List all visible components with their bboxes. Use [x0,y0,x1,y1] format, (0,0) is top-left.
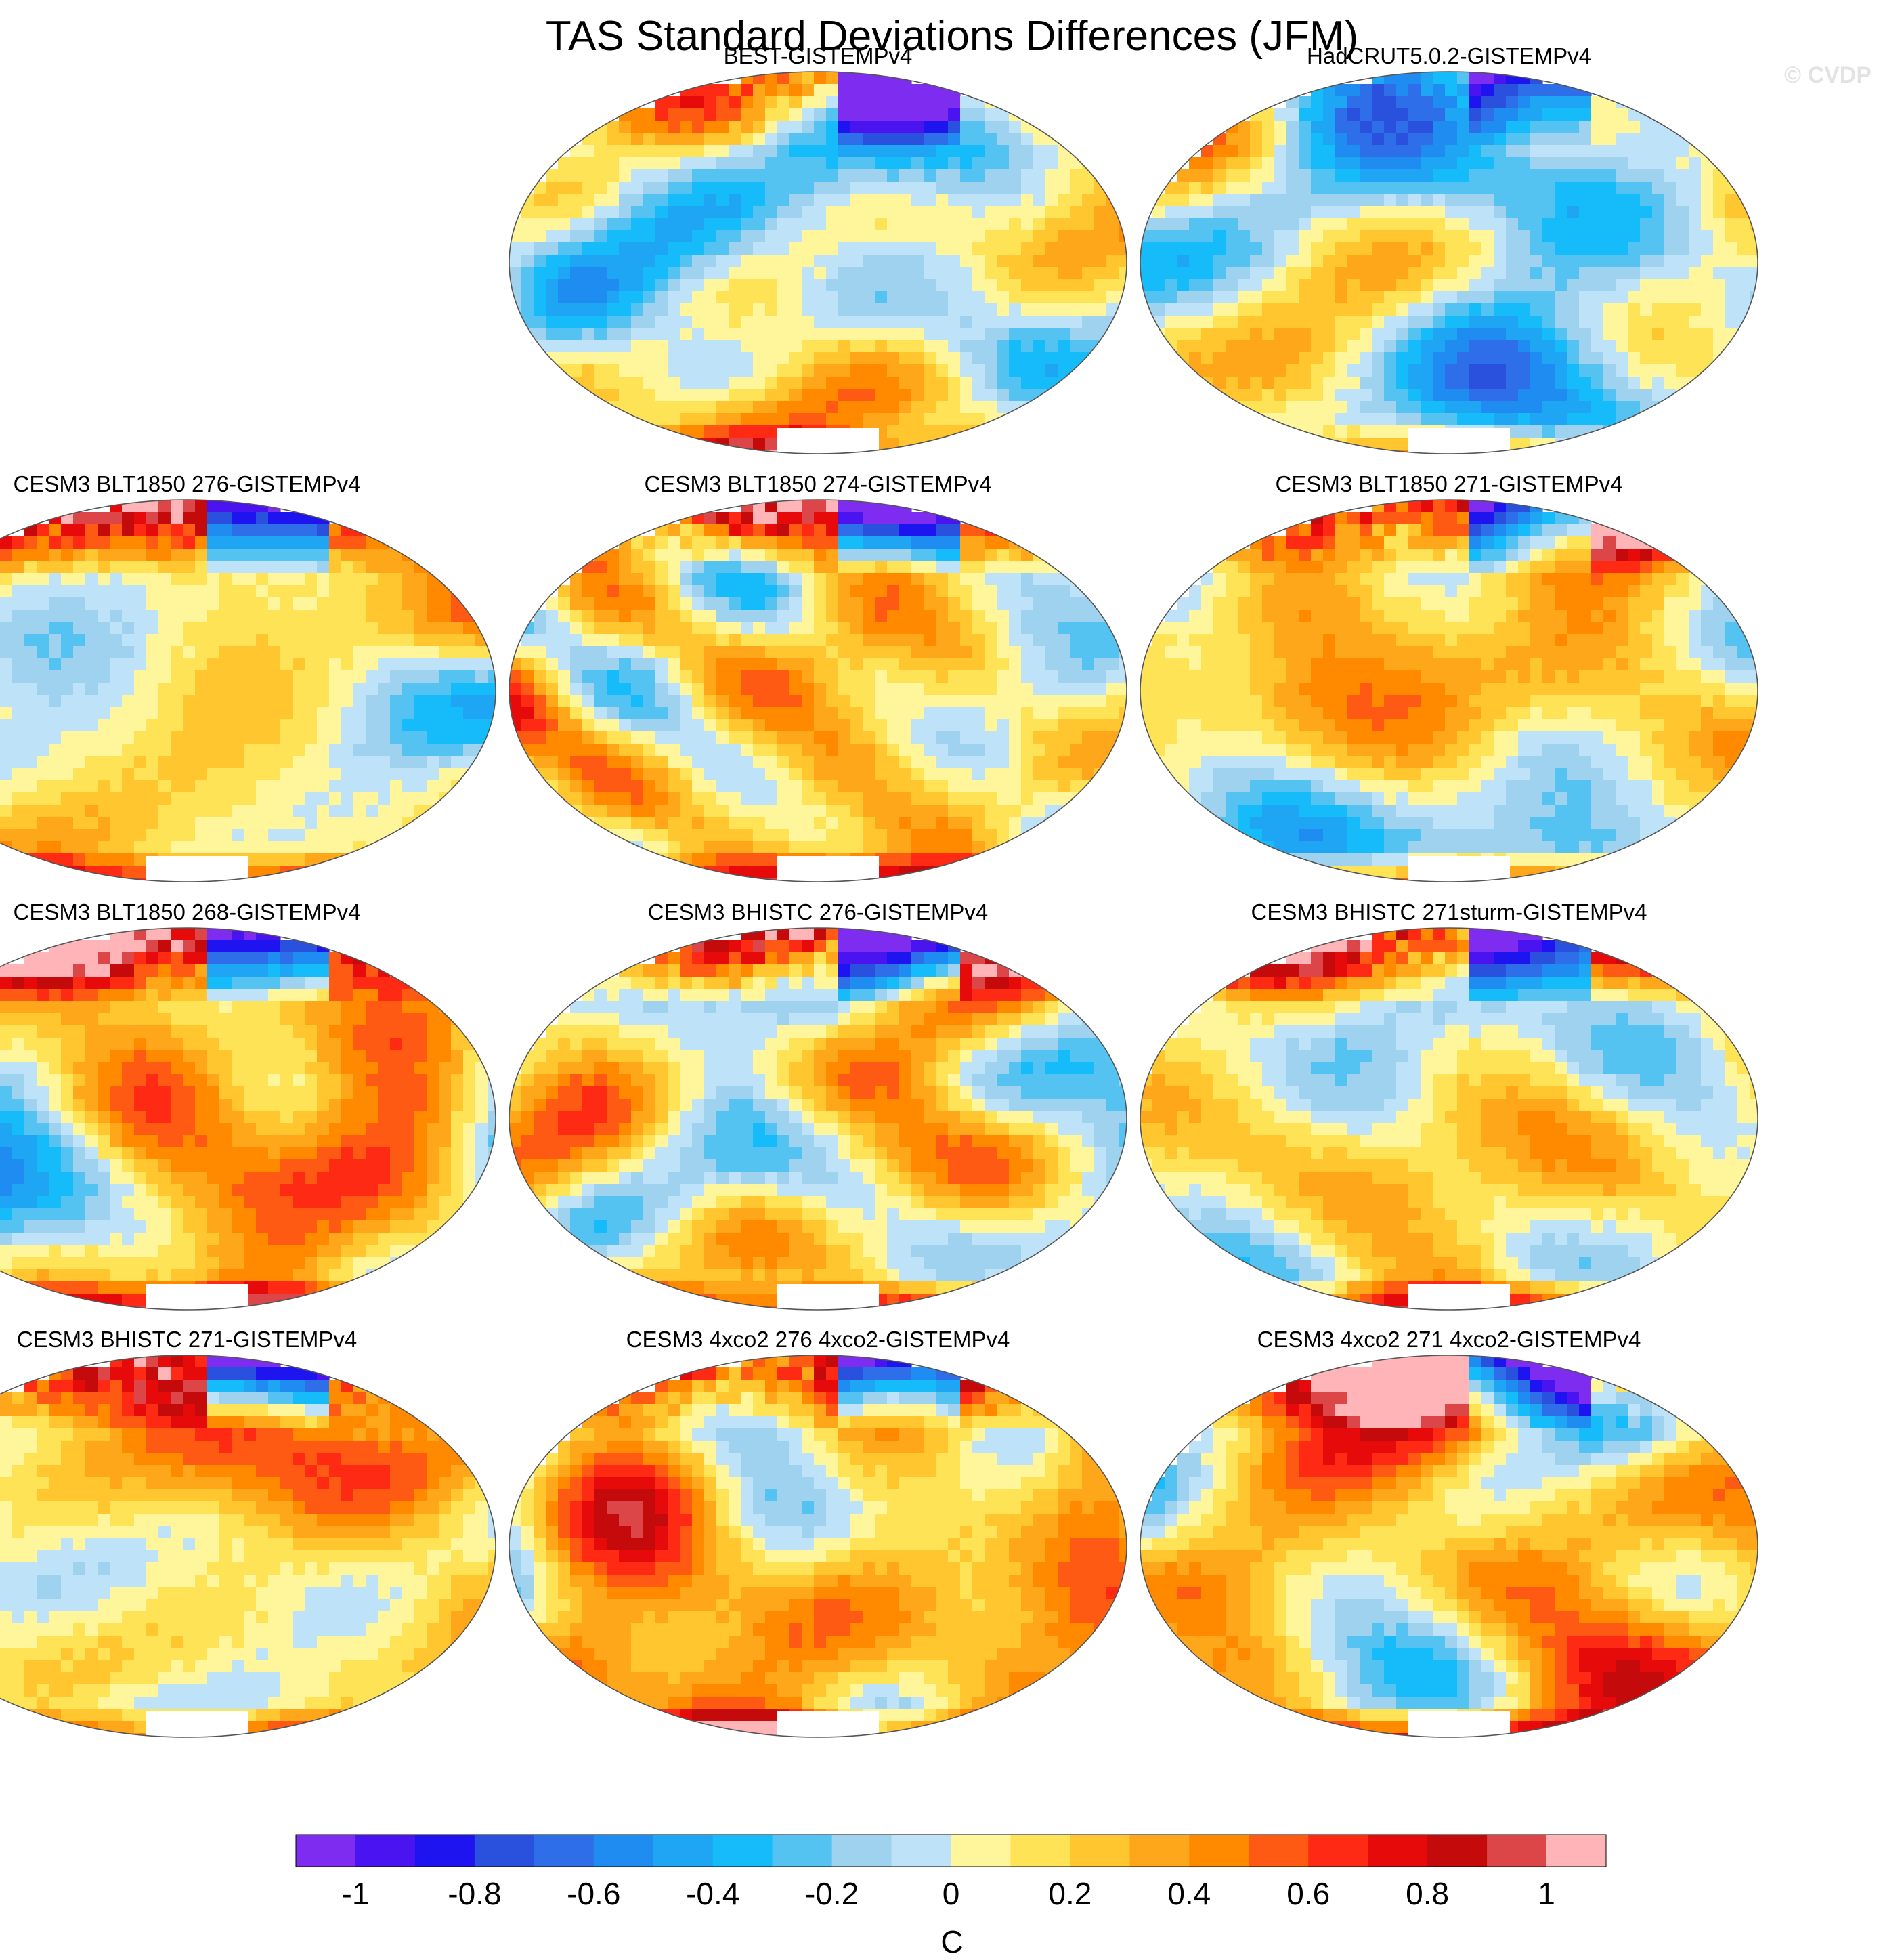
colorbar-frame [295,1834,1607,1867]
anomaly-field [0,500,496,882]
map-outline [509,71,1127,454]
panel-label: BEST-GISTEMPv4 [724,43,913,68]
colorbar-tick-label: -1 [342,1876,370,1911]
panel-label: CESM3 BLT1850 276-GISTEMPv4 [14,471,361,496]
colorbar-segment [1249,1835,1309,1867]
map-panel: CESM3 BHISTC 276-GISTEMPv4 [509,899,1127,1311]
panel-label: HadCRUT5.0.2-GISTEMPv4 [1307,43,1591,68]
anomaly-field [509,72,1127,454]
colorbar-unit: C [940,1924,964,1959]
colorbar-segment [1487,1835,1547,1867]
map-outline [1140,71,1758,454]
colorbar-segment [1070,1835,1130,1867]
map-outline [0,927,496,1311]
anomaly-field [1140,928,1758,1310]
colorbar-tick-label: 1 [1538,1876,1555,1911]
colorbar-segment [414,1835,475,1867]
colorbar-segment [1427,1835,1488,1867]
colorbar-segment [474,1835,535,1867]
colorbar-segment [534,1835,594,1867]
colorbar-segment [712,1835,773,1867]
map-outline [1140,499,1758,882]
colorbar-segment [1189,1835,1249,1867]
colorbar-tick-label: 0.6 [1286,1876,1330,1911]
map-panel: CESM3 4xco2 271 4xco2-GISTEMPv4 [1140,1327,1758,1738]
map-panel: CESM3 BLT1850 274-GISTEMPv4 [509,471,1127,882]
panel-label: CESM3 BHISTC 271sturm-GISTEMPv4 [1251,899,1647,924]
map-outline [509,499,1127,882]
colorbar-tick-label: 0.4 [1167,1876,1211,1911]
map-outline [509,927,1127,1311]
map-panel: HadCRUT5.0.2-GISTEMPv4 [1140,43,1758,454]
map-panel: CESM3 4xco2 276 4xco2-GISTEMPv4 [509,1327,1127,1738]
colorbar-tick-label: -0.4 [686,1876,739,1911]
map-panel: CESM3 BLT1850 268-GISTEMPv4 [0,899,496,1311]
colorbar-segment [355,1835,416,1867]
anomaly-field [0,928,496,1310]
map-panel: CESM3 BHISTC 271sturm-GISTEMPv4 [1140,899,1758,1311]
colorbar-segment [653,1835,714,1867]
panel-label: CESM3 BLT1850 271-GISTEMPv4 [1276,471,1623,496]
panel-label: CESM3 BHISTC 276-GISTEMPv4 [648,899,988,924]
map-outline [0,1355,496,1738]
figure-title: TAS Standard Deviations Differences (JFM… [545,13,1359,60]
colorbar-tick-label: -0.8 [448,1876,501,1911]
panel-label: CESM3 BLT1850 274-GISTEMPv4 [645,471,992,496]
map-outline [509,1355,1127,1738]
colorbar-segment [296,1835,356,1867]
map-outline [1140,1355,1758,1738]
colorbar-segment [1308,1835,1368,1867]
panel-label: CESM3 BHISTC 271-GISTEMPv4 [17,1327,357,1352]
map-panel: BEST-GISTEMPv4 [509,43,1127,454]
watermark: © CVDP [1784,62,1871,88]
colorbar-segment [1010,1835,1070,1867]
colorbar-tick-label: 0 [943,1876,960,1911]
colorbar-tick-label: -0.6 [567,1876,620,1911]
colorbar-tick-label: 0.8 [1406,1876,1449,1911]
colorbar-segment [1368,1835,1428,1867]
colorbar-segment [831,1835,892,1867]
map-outline [0,499,496,882]
anomaly-field [509,928,1127,1310]
map-panel: CESM3 BHISTC 271-GISTEMPv4 [0,1327,496,1738]
panel-label: CESM3 4xco2 276 4xco2-GISTEMPv4 [626,1327,1010,1352]
anomaly-field [509,500,1127,882]
colorbar-segment [891,1835,951,1867]
colorbar: -1 -0.8 -0.6 -0.4 -0.2 0 0.2 0.4 0.6 0.8 1 [295,1834,1607,1911]
anomaly-field [1140,72,1758,454]
anomaly-field [0,1355,496,1737]
anomaly-field [509,1355,1127,1737]
anomaly-field [1140,1355,1758,1737]
colorbar-segment [951,1835,1011,1867]
anomaly-field [1140,500,1758,882]
colorbar-segment [1546,1835,1607,1867]
panel-label: CESM3 BLT1850 268-GISTEMPv4 [14,899,361,924]
colorbar-segment [593,1835,654,1867]
map-outline [1140,927,1758,1311]
panel-label: CESM3 4xco2 271 4xco2-GISTEMPv4 [1257,1327,1641,1352]
colorbar-segment [1129,1835,1190,1867]
colorbar-tick-label: -0.2 [805,1876,859,1911]
colorbar-tick-label: 0.2 [1048,1876,1091,1911]
map-panel: CESM3 BLT1850 271-GISTEMPv4 [1140,471,1758,882]
colorbar-segment [772,1835,833,1867]
map-panel: CESM3 BLT1850 276-GISTEMPv4 [0,471,496,882]
